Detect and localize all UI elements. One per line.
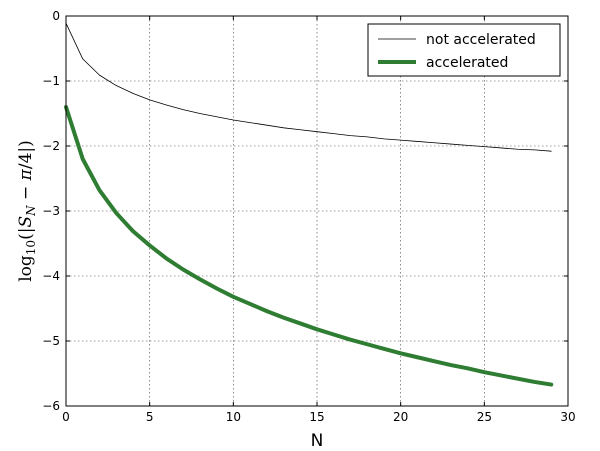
x-tick-label: 0	[62, 410, 70, 424]
x-tick-label: 10	[226, 410, 241, 424]
y-tick-label: −6	[42, 399, 60, 413]
y-tick-label: −4	[42, 269, 60, 283]
series-line-not-accelerated	[65, 22, 552, 152]
series-line-accelerated	[64, 105, 554, 387]
x-tick-label: 25	[477, 410, 492, 424]
x-tick-label: 30	[560, 410, 575, 424]
legend-label-not-accelerated: not accelerated	[426, 32, 536, 48]
y-tick-label: 0	[52, 9, 60, 23]
x-tick-label: 20	[393, 410, 408, 424]
x-tick-label: 15	[309, 410, 324, 424]
ticks	[65, 15, 569, 407]
y-tick-label: −5	[42, 334, 60, 348]
y-axis-label: log10(|SN − π/4|)	[16, 140, 38, 282]
legend-box	[367, 23, 561, 77]
tick-labels: 0 5 10 15 20 25 30 0 −1 −2 −3 −4 −5 −6	[42, 9, 575, 424]
x-tick-label: 5	[146, 410, 154, 424]
x-axis-label: N	[311, 431, 324, 451]
y-tick-label: −3	[42, 204, 60, 218]
series-layer	[64, 22, 554, 387]
legend: not accelerated accelerated	[367, 23, 561, 77]
legend-label-accelerated: accelerated	[426, 55, 508, 71]
y-tick-label: −2	[42, 139, 60, 153]
y-tick-label: −1	[42, 74, 60, 88]
